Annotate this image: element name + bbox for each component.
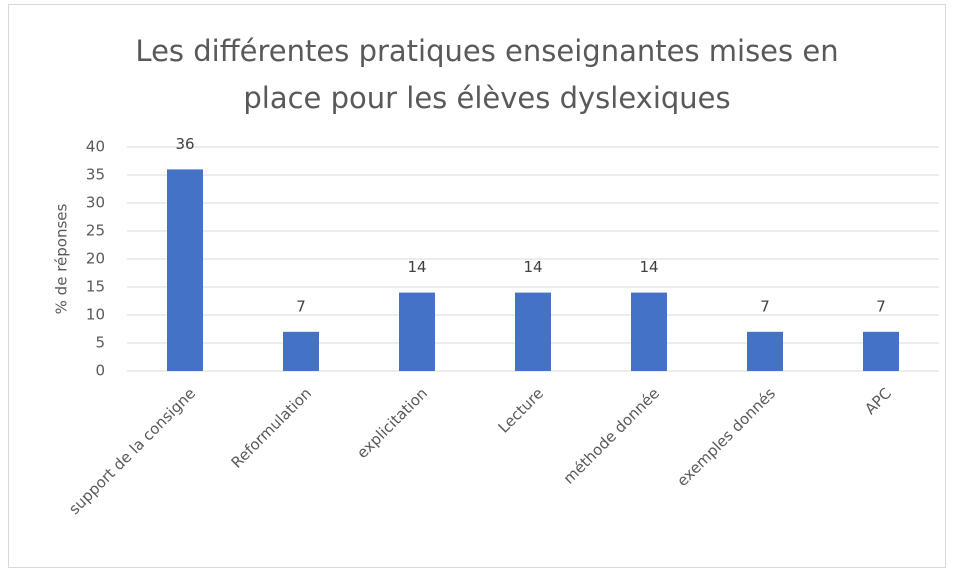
chart-border <box>8 4 946 568</box>
x-tick-label: support de la consigne <box>65 384 199 518</box>
bar <box>863 331 899 371</box>
x-tick-label: exemples donnés <box>673 384 779 490</box>
bar <box>631 292 667 371</box>
bar <box>167 169 203 371</box>
y-axis-label: % de réponses <box>53 203 71 314</box>
y-tick-label: 0 <box>95 362 105 380</box>
data-label: 7 <box>876 297 886 315</box>
x-tick-label: explicitation <box>353 384 431 462</box>
data-label: 14 <box>407 258 426 276</box>
x-tick-label: méthode donnée <box>560 384 663 487</box>
y-tick-label: 20 <box>86 250 105 268</box>
data-label: 14 <box>639 258 658 276</box>
chart-title: Les différentes pratiques enseignantes m… <box>135 34 839 115</box>
y-tick-label: 30 <box>86 194 105 212</box>
x-tick-label: Reformulation <box>228 384 315 471</box>
y-tick-label: 10 <box>86 306 105 324</box>
y-tick-label: 15 <box>86 278 105 296</box>
bar <box>399 292 435 371</box>
bar <box>747 331 783 371</box>
y-tick-label: 5 <box>95 334 105 352</box>
bar <box>283 331 319 371</box>
data-label: 7 <box>296 297 306 315</box>
x-tick-label: Lecture <box>495 384 547 436</box>
y-tick-label: 35 <box>86 166 105 184</box>
data-label: 7 <box>760 297 770 315</box>
data-label: 14 <box>523 258 542 276</box>
bar <box>515 292 551 371</box>
y-tick-label: 40 <box>86 138 105 156</box>
data-label: 36 <box>175 135 194 153</box>
y-tick-label: 25 <box>86 222 105 240</box>
x-tick-label: APC <box>861 384 895 418</box>
